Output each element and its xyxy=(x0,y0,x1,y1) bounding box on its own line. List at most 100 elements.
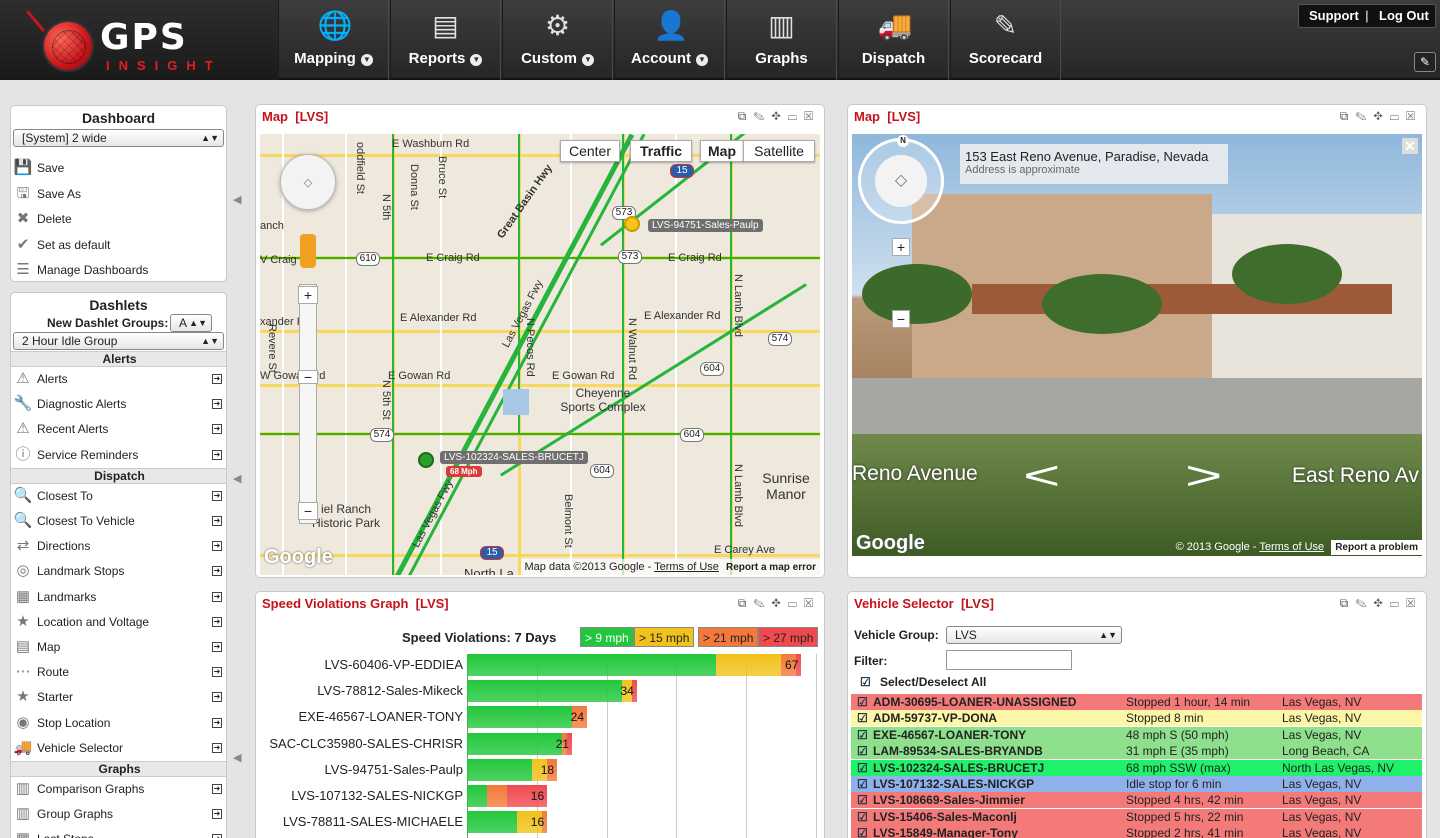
zoom-out-button[interactable]: − xyxy=(892,310,910,328)
dashboard-action-set-as-default[interactable]: ✔ Set as default xyxy=(11,233,228,257)
collapse-sidebar-arrow-icon[interactable]: ◀ xyxy=(233,752,242,764)
pan-control[interactable]: ◇ xyxy=(280,154,336,210)
bar-segment[interactable] xyxy=(531,758,547,781)
report-map-error-link[interactable]: Report a map error xyxy=(725,562,816,573)
dashlet-item-closest-to[interactable]: 🔍 Closest To ➜ xyxy=(11,484,226,508)
add-dashlet-icon[interactable]: ➜ xyxy=(212,374,222,384)
move-icon[interactable]: ✥ xyxy=(1373,596,1390,610)
close-icon[interactable]: ☒ xyxy=(1405,109,1422,123)
dashboard-action-save-as[interactable]: 🖫 Save As xyxy=(11,182,228,206)
center-button[interactable]: Center xyxy=(560,140,620,162)
dashlet-item-closest-to-vehicle[interactable]: 🔍 Closest To Vehicle ➜ xyxy=(11,509,226,533)
maximize-icon[interactable]: ▭ xyxy=(1389,596,1406,610)
bar-segment[interactable] xyxy=(467,732,562,755)
support-link[interactable]: Support xyxy=(1309,8,1359,23)
dashlet-item-landmark-stops[interactable]: ◎ Landmark Stops ➜ xyxy=(11,559,226,583)
nav-dispatch[interactable]: 🚚 Dispatch xyxy=(838,0,949,80)
terms-link[interactable]: Terms of Use xyxy=(1259,541,1325,553)
vehicle-row[interactable]: ☑ LAM-89534-SALES-BRYANDB 31 mph E (35 mph… xyxy=(851,743,1422,760)
vehicle-marker-icon[interactable] xyxy=(418,452,434,468)
dashlet-group-select[interactable]: 2 Hour Idle Group ▲▼ xyxy=(13,332,224,350)
vehicle-checkbox[interactable]: ☑ xyxy=(857,809,868,824)
dropdown-indicator-icon[interactable]: ▼ xyxy=(470,54,483,66)
pegman-icon[interactable] xyxy=(300,234,316,268)
close-icon[interactable]: ☒ xyxy=(803,596,820,610)
edit-icon[interactable]: ✎ xyxy=(753,109,772,123)
edit-pencil-button[interactable]: ✎ xyxy=(1414,52,1436,72)
vehicle-checkbox[interactable]: ☑ xyxy=(857,777,868,791)
satellite-button[interactable]: Satellite xyxy=(743,140,815,162)
add-dashlet-icon[interactable]: ➜ xyxy=(212,642,222,652)
move-icon[interactable]: ✥ xyxy=(1373,109,1390,123)
maximize-icon[interactable]: ▭ xyxy=(787,596,804,610)
bar-segment[interactable] xyxy=(541,811,547,834)
copy-icon[interactable]: ⧉ xyxy=(737,596,754,610)
nav-account[interactable]: 👤 Account ▼ xyxy=(614,0,725,80)
zoom-slider[interactable] xyxy=(299,284,317,524)
add-dashlet-icon[interactable]: ➜ xyxy=(212,591,222,602)
nav-custom[interactable]: ⚙ Custom ▼ xyxy=(502,0,613,80)
bar-segment[interactable] xyxy=(486,785,507,807)
dashlet-item-route[interactable]: ⋯ Route ➜ xyxy=(11,660,226,684)
dashlet-groups-select[interactable]: A ▲▼ xyxy=(170,314,212,332)
dashlet-item-vehicle-selector[interactable]: 🚚 Vehicle Selector ➜ xyxy=(11,736,226,760)
vehicle-row[interactable]: ☑ ADM-59737-VP-DONA Stopped 8 min Las Vegas… xyxy=(851,710,1422,727)
vehicle-label[interactable]: LVS-102324-SALES-BRUCETJ xyxy=(440,451,588,464)
zoom-in-button[interactable]: + xyxy=(298,286,318,304)
bar-segment[interactable] xyxy=(561,732,567,755)
collapse-sidebar-arrow-icon[interactable]: ◀ xyxy=(233,194,242,206)
bar-segment[interactable] xyxy=(566,732,572,755)
dashlet-item-diagnostic-alerts[interactable]: 🔧 Diagnostic Alerts ➜ xyxy=(11,392,226,416)
bar-segment[interactable] xyxy=(631,680,637,703)
arrow-left-icon[interactable]: < xyxy=(1022,454,1061,498)
vehicle-group-select[interactable]: LVS ▲▼ xyxy=(946,626,1122,644)
vehicle-checkbox[interactable]: ☑ xyxy=(857,695,868,709)
add-dashlet-icon[interactable]: ➜ xyxy=(212,616,222,627)
add-dashlet-icon[interactable]: ➜ xyxy=(212,667,222,678)
dashlet-item-landmarks[interactable]: ▦ Landmarks ➜ xyxy=(11,585,226,609)
dashboard-action-manage-dashboards[interactable]: ☰ Manage Dashboards xyxy=(11,258,228,282)
bar-segment[interactable] xyxy=(516,811,542,834)
vehicle-row[interactable]: ☑ LVS-15849-Manager-Tony Stopped 2 hrs, 41… xyxy=(851,825,1422,838)
vehicle-row[interactable]: ☑ LVS-108669-Sales-Jimmier Stopped 4 hrs, … xyxy=(851,792,1422,809)
bar-segment[interactable] xyxy=(716,654,782,676)
nav-scorecard[interactable]: ✎ Scorecard xyxy=(950,0,1061,80)
map-type-button[interactable]: Map xyxy=(700,140,744,162)
close-street-view-icon[interactable]: ✕ xyxy=(1402,138,1418,154)
bar-segment[interactable] xyxy=(467,680,622,703)
compass-control[interactable]: ◇ N xyxy=(858,135,944,224)
arrow-right-icon[interactable]: > xyxy=(1184,454,1223,498)
bar-segment[interactable] xyxy=(506,785,547,807)
dashlet-item-last-stops[interactable]: ▦ Last Stops ➜ xyxy=(11,827,226,838)
dashlet-item-service-reminders[interactable]: ⓘ Service Reminders ➜ xyxy=(11,443,226,467)
logout-link[interactable]: Log Out xyxy=(1379,8,1429,23)
nav-graphs[interactable]: ▥ Graphs xyxy=(726,0,837,80)
edit-icon[interactable]: ✎ xyxy=(1355,109,1374,123)
move-icon[interactable]: ✥ xyxy=(771,109,788,123)
bar-segment[interactable] xyxy=(546,758,557,781)
add-dashlet-icon[interactable]: ➜ xyxy=(212,399,222,410)
nav-mapping[interactable]: 🌐 Mapping ▼ xyxy=(278,0,389,80)
vehicle-checkbox[interactable]: ☑ xyxy=(857,793,868,808)
move-icon[interactable]: ✥ xyxy=(771,596,788,610)
add-dashlet-icon[interactable]: ➜ xyxy=(212,516,222,526)
traffic-button[interactable]: Traffic xyxy=(630,140,692,162)
collapse-sidebar-arrow-icon[interactable]: ◀ xyxy=(233,473,242,485)
add-dashlet-icon[interactable]: ➜ xyxy=(212,834,222,838)
copy-icon[interactable]: ⧉ xyxy=(1339,109,1356,123)
close-icon[interactable]: ☒ xyxy=(803,109,820,123)
bar-segment[interactable] xyxy=(467,706,572,729)
dashlet-item-directions[interactable]: ⇄ Directions ➜ xyxy=(11,534,226,558)
zoom-in-button[interactable]: + xyxy=(892,238,910,256)
select-all-checkbox[interactable]: ☑ xyxy=(860,675,871,689)
bar-segment[interactable] xyxy=(467,785,487,807)
edit-icon[interactable]: ✎ xyxy=(753,596,772,610)
bar-segment[interactable] xyxy=(571,706,587,729)
bar-segment[interactable] xyxy=(467,758,532,781)
copy-icon[interactable]: ⧉ xyxy=(737,109,754,123)
add-dashlet-icon[interactable]: ➜ xyxy=(212,784,222,794)
vehicle-row[interactable]: ☑ LVS-15406-Sales-Maconlj Stopped 5 hrs, 2… xyxy=(851,808,1422,825)
vehicle-checkbox[interactable]: ☑ xyxy=(857,760,868,775)
vehicle-label[interactable]: LVS-94751-Sales-Paulp xyxy=(648,219,763,232)
dashlet-item-location-and-voltage[interactable]: ★ Location and Voltage ➜ xyxy=(11,610,226,634)
